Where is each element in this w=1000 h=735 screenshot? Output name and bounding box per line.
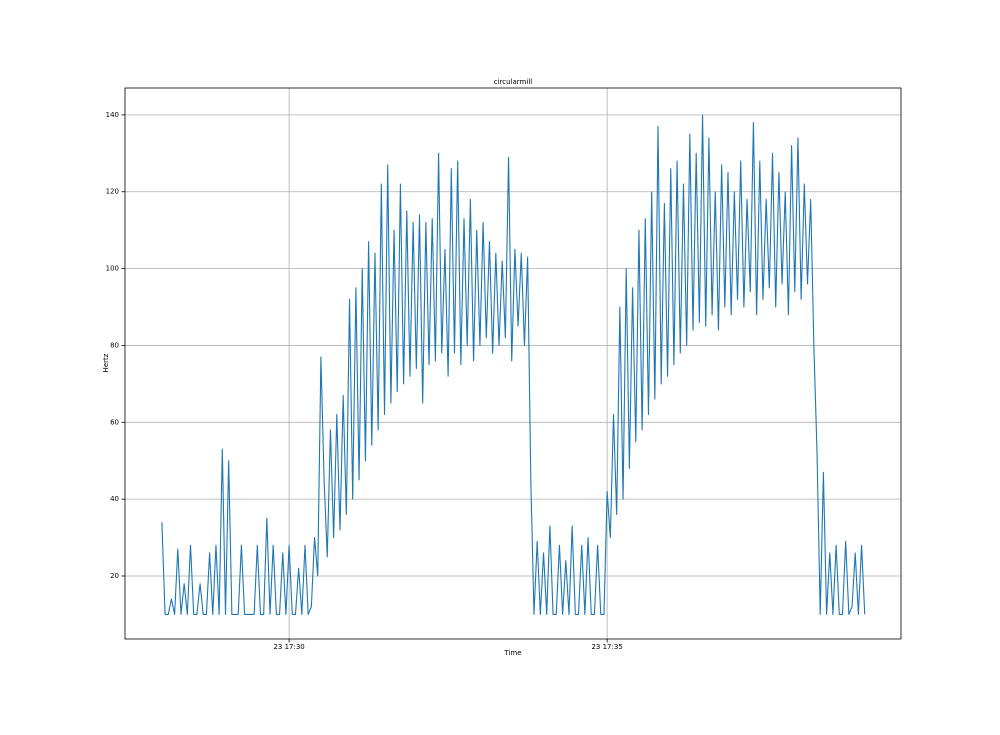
y-tick-label: 120 <box>106 188 119 196</box>
x-axis-label: Time <box>503 649 521 657</box>
axes-frame <box>124 87 902 640</box>
x-tick-label: 23 17:30 <box>273 643 304 651</box>
y-tick-label: 20 <box>110 572 119 580</box>
y-tick-label: 40 <box>110 495 119 503</box>
y-tick-label: 80 <box>110 341 119 349</box>
y-tick-label: 100 <box>106 265 119 273</box>
y-axis-label: Hertz <box>102 353 110 372</box>
y-tick-label: 60 <box>110 418 119 426</box>
chart-title: circularmill <box>494 78 533 86</box>
x-tick-label: 23 17:35 <box>591 643 622 651</box>
line-series <box>161 114 866 615</box>
y-tick-label: 140 <box>106 111 119 119</box>
